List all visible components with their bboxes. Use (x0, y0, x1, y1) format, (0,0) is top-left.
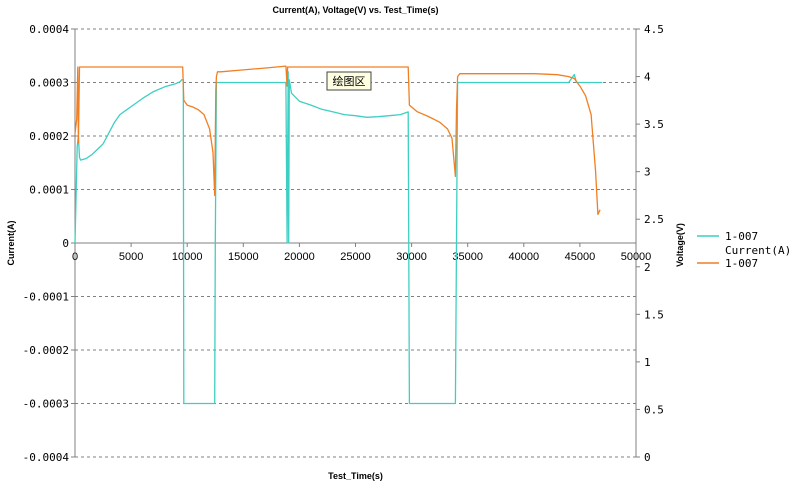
y-left-tick-label: 0.0003 (29, 77, 69, 90)
x-tick-label: 20000 (284, 251, 315, 263)
y-right-tick-label: 4.5 (644, 23, 664, 36)
x-tick-label: 5000 (119, 251, 143, 263)
y-left-tick-label: 0.0001 (29, 184, 69, 197)
x-tick-label: 50000 (621, 251, 652, 263)
x-tick-label: 35000 (452, 251, 483, 263)
legend-label-voltage: 1-007 (725, 257, 758, 270)
y-right-tick-label: 1 (644, 356, 651, 369)
x-tick-label: 15000 (228, 251, 259, 263)
chart-title: Current(A), Voltage(V) vs. Test_Time(s) (272, 5, 438, 15)
y-right-tick-label: 3.5 (644, 118, 664, 131)
legend-label-current: 1-007 Current(A) (725, 230, 791, 257)
y-left-tick-label: -0.0004 (23, 451, 70, 464)
y-left-tick-label: 0.0002 (29, 130, 69, 143)
y-left-tick-label: 0 (62, 237, 69, 250)
y-left-tick-label: -0.0001 (23, 291, 69, 304)
series-line-voltage (74, 65, 601, 216)
y-left-axis-title: Current(A) (6, 221, 16, 266)
y-right-tick-label: 2.5 (644, 213, 664, 226)
y-right-tick-label: 1.5 (644, 308, 664, 321)
x-axis-title: Test_Time(s) (328, 471, 383, 481)
y-left-tick-label: 0.0004 (29, 23, 69, 36)
y-right-tick-label: 4 (644, 71, 651, 84)
plot-area-tooltip: 绘图区 (326, 71, 372, 91)
x-tick-label: 25000 (340, 251, 371, 263)
x-tick-label: 10000 (172, 251, 203, 263)
y-right-axis-title: Voltage(V) (675, 223, 685, 267)
axes: 0.0004 0.0003 0.0002 0.0001 0 -0.0001 -0.0002 -… (23, 23, 664, 464)
y-left-tick-label: -0.0003 (23, 398, 69, 411)
y-right-tick-label: 2 (644, 261, 651, 274)
tooltip-text: 绘图区 (333, 74, 366, 88)
y-right-tick-label: 0.5 (644, 403, 664, 416)
y-left-tick-label: -0.0002 (23, 344, 69, 357)
tooltip-box (326, 71, 372, 91)
y-right-tick-label: 0 (644, 451, 651, 464)
series-layer (74, 65, 603, 405)
x-tick-label: 30000 (396, 251, 427, 263)
y-right-tick-label: 3 (644, 166, 651, 179)
series-line-current (74, 71, 603, 405)
legend: 1-007 Current(A)1-007 (697, 230, 791, 270)
x-tick-label: 45000 (565, 251, 596, 263)
x-tick-label: 0 (72, 251, 78, 263)
x-tick-label: 40000 (509, 251, 540, 263)
